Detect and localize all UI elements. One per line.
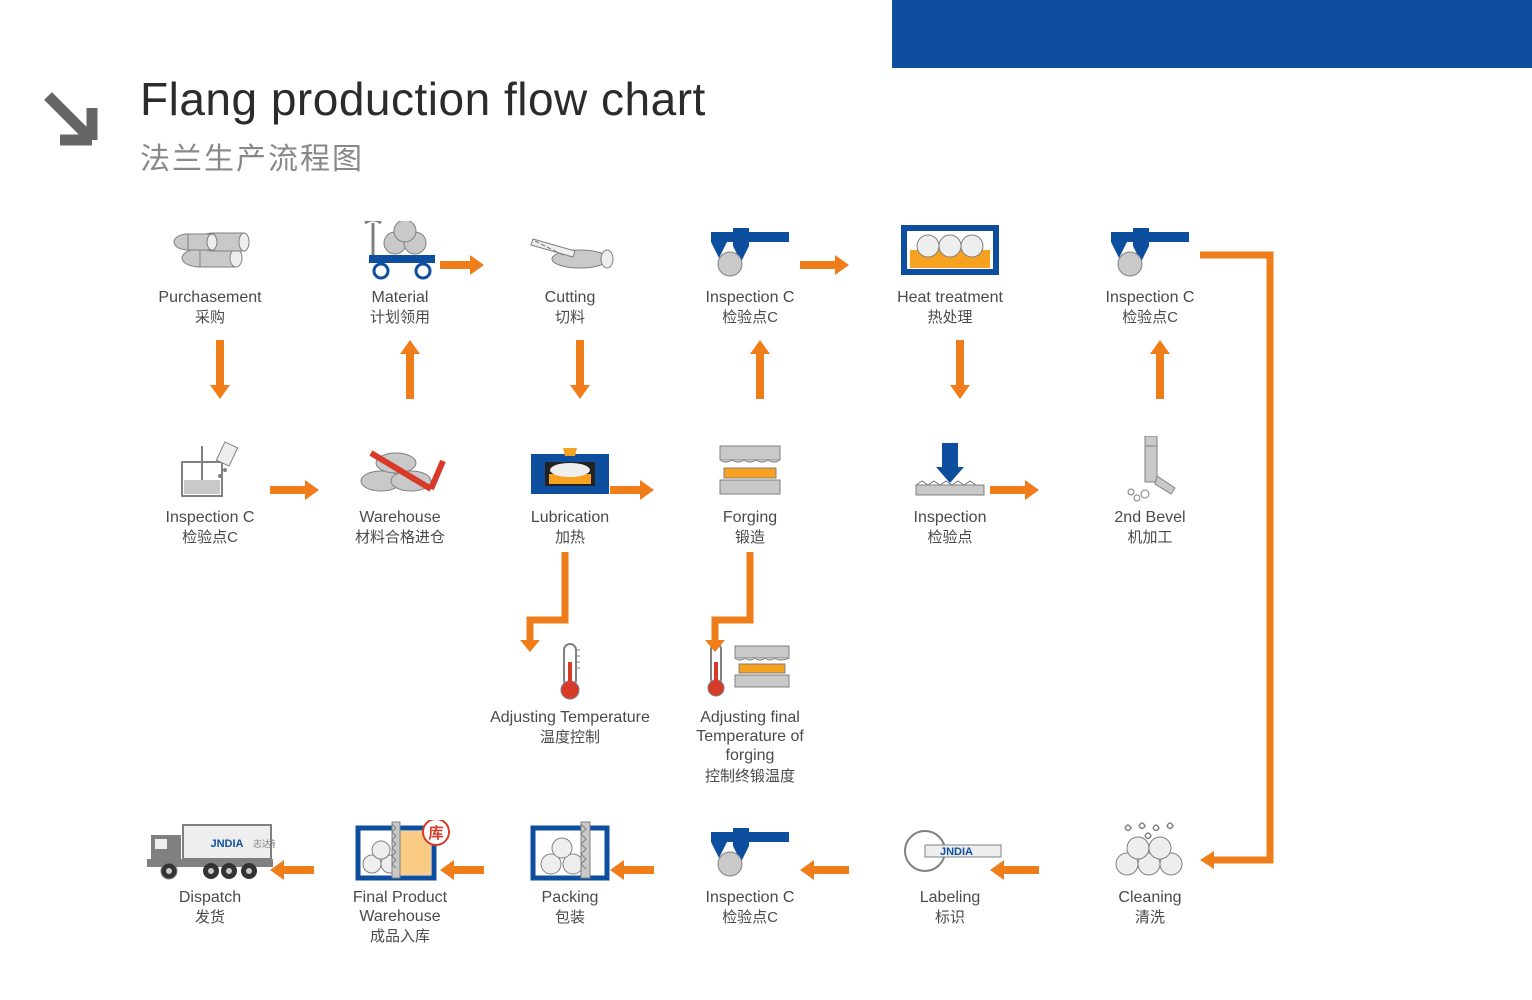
flow-arrow-inspC-to-heat — [800, 255, 849, 275]
svg-text:库: 库 — [428, 824, 443, 842]
node-label-zh: 标识 — [870, 909, 1030, 927]
flow-arrow-cut-to-lub — [570, 340, 590, 399]
node-label-en: Packing — [490, 888, 650, 907]
flow-elbow-forg-to-forgetemp — [693, 552, 762, 654]
node-label-zh: 锻造 — [670, 529, 830, 547]
node-label-en: Labeling — [870, 888, 1030, 907]
svg-text:志达管业: 志达管业 — [253, 838, 275, 849]
node-label-zh: 采购 — [130, 309, 290, 327]
banner-stripe — [892, 0, 1532, 68]
node-dispatch: JNDIA 志达管业 Dispatch 发货 — [130, 820, 290, 927]
truck-icon: JNDIA 志达管业 — [130, 820, 290, 882]
node-adj_temp: Adjusting Temperature 温度控制 — [490, 640, 650, 747]
node-label-zh: 包装 — [490, 909, 650, 927]
node-label-en: Lubrication — [490, 508, 650, 527]
node-label-zh: 检验点C — [670, 309, 830, 327]
node-label-en: Adjusting Temperature — [490, 708, 650, 727]
flow-arrow-label-to-inspC — [990, 860, 1039, 880]
node-label-en: Adjusting final Temperature of forging — [670, 708, 830, 766]
inspection-cup-icon — [130, 440, 290, 502]
title-arrow-icon — [40, 88, 110, 158]
flow-elbow-lub-to-temp — [508, 552, 577, 654]
node-label-zh: 清洗 — [1070, 909, 1230, 927]
flow-arrow-mat-to-cut — [440, 255, 484, 275]
node-forging: Forging 锻造 — [670, 440, 830, 547]
flow-arrow-lub-to-forg — [610, 480, 654, 500]
forging-icon — [670, 440, 830, 502]
flow-arrow-forg-to-inspC — [750, 340, 770, 399]
node-label-en: Cleaning — [1070, 888, 1230, 907]
node-label-zh: 材料合格进仓 — [320, 529, 480, 547]
flow-arrow-clean-to-label — [800, 860, 849, 880]
flow-arrow-heat-to-insp — [950, 340, 970, 399]
node-label-zh: 发货 — [130, 909, 290, 927]
flow-long-path — [1200, 249, 1280, 874]
node-warehouse: Warehouse 材料合格进仓 — [320, 440, 480, 547]
node-label-zh: 检验点 — [870, 529, 1030, 547]
node-label-en: Inspection C — [130, 508, 290, 527]
node-label-zh: 成品入库 — [320, 928, 480, 946]
node-label-en: Purchasement — [130, 288, 290, 307]
flow-arrow-inspC-to-pack — [610, 860, 654, 880]
raw-pipes-icon — [130, 220, 290, 282]
node-label-zh: 检验点C — [130, 529, 290, 547]
node-label-en: Forging — [670, 508, 830, 527]
node-purchasement: Purchasement 采购 — [130, 220, 290, 327]
warehouse-pipes-icon — [320, 440, 480, 502]
node-adj_forge_temp: Adjusting final Temperature of forging 控… — [670, 640, 830, 786]
node-label-zh: 加热 — [490, 529, 650, 547]
node-label-zh: 热处理 — [870, 309, 1030, 327]
node-heat: Heat treatment 热处理 — [870, 220, 1030, 327]
node-label-en: Inspection C — [670, 288, 830, 307]
cut-pipe-icon — [490, 220, 650, 282]
node-label-en: Warehouse — [320, 508, 480, 527]
node-label-en: Cutting — [490, 288, 650, 307]
node-label-en: Final Product Warehouse — [320, 888, 480, 926]
node-label-zh: 检验点C — [670, 909, 830, 927]
flow-arrow-pack-to-finalwh — [440, 860, 484, 880]
node-label-en: Inspection — [870, 508, 1030, 527]
node-label-zh: 计划领用 — [320, 309, 480, 327]
node-label-zh: 控制终锻温度 — [670, 768, 830, 786]
furnace-box-icon — [870, 220, 1030, 282]
page-title-zh: 法兰生产流程图 — [140, 134, 364, 178]
flow-arrow-purch-to-insp — [210, 340, 230, 399]
node-label-zh: 温度控制 — [490, 729, 650, 747]
flow-arrow-wh-to-mat — [400, 340, 420, 399]
node-label-en: Heat treatment — [870, 288, 1030, 307]
svg-text:JNDIA: JNDIA — [940, 846, 973, 858]
node-label-en: Dispatch — [130, 888, 290, 907]
flow-arrow-finalwh-to-disp — [270, 860, 314, 880]
flow-arrow-insp-to-bevel — [990, 480, 1039, 500]
node-final_wh: 库 Final Product Warehouse 成品入库 — [320, 820, 480, 946]
node-label-zh: 切料 — [490, 309, 650, 327]
node-cutting: Cutting 切料 — [490, 220, 650, 327]
page-title-en: Flang production flow chart — [140, 72, 706, 126]
node-label-en: Inspection C — [670, 888, 830, 907]
node-label-en: Material — [320, 288, 480, 307]
flow-arrow-bevel-to-inspC2 — [1150, 340, 1170, 399]
node-insp_c_left: Inspection C 检验点C — [130, 440, 290, 547]
flow-arrow-insp-to-wh — [270, 480, 319, 500]
svg-text:JNDIA: JNDIA — [210, 838, 243, 850]
